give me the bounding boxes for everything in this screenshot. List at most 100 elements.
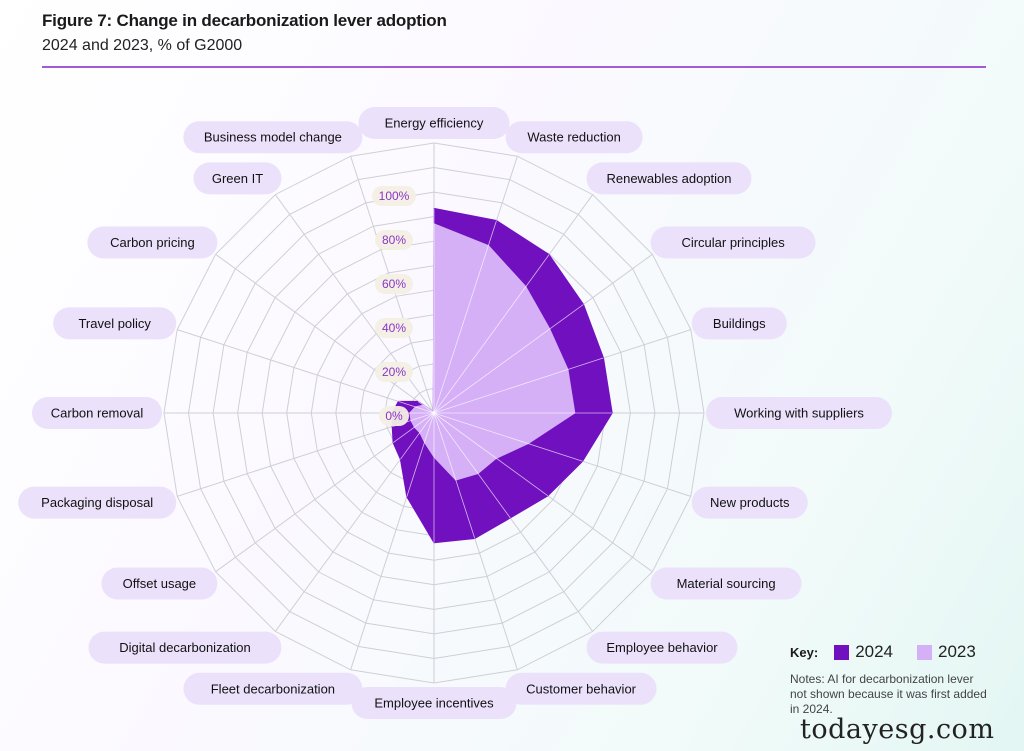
legend-label-2023: 2023 [938, 642, 976, 661]
overlay-spoke [433, 412, 583, 462]
lever-text: Offset usage [123, 576, 196, 591]
lever-pill [358, 107, 510, 139]
lever-label-fleet-decarbonization: Fleet decarbonization [183, 672, 363, 705]
lever-label-carbon-removal: Carbon removal [32, 397, 162, 429]
lever-label-carbon-pricing: Carbon pricing [87, 226, 218, 259]
overlay-spoke [432, 410, 435, 414]
lever-text: Energy efficiency [385, 116, 484, 131]
lever-label-working-with-suppliers: Working with suppliers [706, 397, 892, 429]
lever-text: Carbon removal [51, 406, 144, 421]
grid-spoke [215, 253, 435, 414]
overlay-spoke [433, 220, 497, 414]
lever-label-energy-efficiency: Energy efficiency [358, 107, 510, 139]
lever-text: Travel policy [78, 316, 151, 331]
chart-title: Figure 7: Change in decarbonization leve… [42, 11, 447, 30]
tick-label-0: 0% [385, 409, 403, 423]
lever-text: Renewables adoption [606, 171, 731, 186]
tick-pill [375, 362, 413, 382]
category-labels: Energy efficiency Waste reduction Renewabl… [18, 107, 892, 719]
overlay-spoke [433, 412, 511, 519]
overlay-spoke [433, 412, 549, 497]
lever-label-new-products: New products [691, 486, 808, 519]
lever-text: Carbon pricing [110, 235, 195, 250]
tick-label-20: 20% [382, 365, 406, 379]
lever-pill [87, 226, 218, 259]
lever-text: New products [710, 495, 790, 510]
lever-text: Buildings [713, 316, 766, 331]
lever-pill [183, 672, 363, 705]
overlay-spoke [433, 357, 604, 414]
legend-swatch-2023 [917, 644, 933, 660]
lever-label-packaging-disposal: Packaging disposal [18, 486, 177, 519]
lever-label-digital-decarbonization: Digital decarbonization [88, 631, 282, 664]
lever-label-circular-principles: Circular principles [650, 226, 816, 259]
tick-pill [375, 318, 413, 338]
overlay-spoke [400, 412, 435, 460]
lever-pill [505, 672, 657, 705]
lever-text: Employee behavior [606, 640, 718, 655]
lever-pill [53, 307, 177, 340]
watermark: todayesg.com [800, 714, 995, 745]
lever-text: Packaging disposal [41, 495, 153, 510]
legend: Key: 2024 2023 [790, 642, 994, 662]
lever-text: Material sourcing [677, 576, 776, 591]
lever-pill [691, 307, 787, 340]
lever-text: Digital decarbonization [119, 640, 251, 655]
grid-spoke [274, 194, 435, 414]
tick-pill [375, 274, 413, 294]
tick-pill [372, 186, 416, 206]
tick-pill [379, 406, 409, 426]
chart-notes: Notes: AI for decarbonization lever not … [790, 672, 987, 716]
tick-label-40: 40% [382, 321, 406, 335]
lever-label-green-it: Green IT [193, 162, 282, 195]
grid-spoke [177, 329, 435, 414]
lever-pill [18, 486, 177, 519]
tick-pill [375, 230, 413, 250]
lever-text: Green IT [212, 171, 263, 186]
lever-label-business-model-change: Business model change [183, 121, 363, 154]
lever-pill [505, 121, 643, 154]
overlay-spoke [398, 401, 435, 414]
lever-text: Employee incentives [374, 696, 494, 711]
overlay-spoke [406, 412, 435, 497]
lever-pill [650, 226, 816, 259]
legend-title: Key: [790, 644, 819, 660]
overlay-spoke [433, 254, 550, 414]
lever-text: Business model change [204, 130, 342, 145]
lever-text: Working with suppliers [734, 406, 864, 421]
lever-pill [706, 397, 892, 429]
lever-text: Waste reduction [527, 130, 620, 145]
tick-label-100: 100% [379, 189, 410, 203]
legend-label-2024: 2024 [855, 642, 894, 661]
lever-text: Customer behavior [526, 681, 636, 696]
lever-label-buildings: Buildings [691, 307, 787, 340]
overlay-spokes [392, 208, 613, 543]
lever-label-material-sourcing: Material sourcing [650, 567, 802, 600]
overlay-spoke [392, 412, 435, 444]
overlay-spoke [417, 401, 435, 414]
lever-pill [650, 567, 802, 600]
lever-pill [88, 631, 282, 664]
lever-pill [193, 162, 282, 195]
lever-label-customer-behavior: Customer behavior [505, 672, 657, 705]
lever-label-employee-behavior: Employee behavior [586, 631, 738, 664]
lever-pill [586, 162, 752, 195]
chart-subtitle: 2024 and 2023, % of G2000 [42, 37, 243, 54]
lever-pill [691, 486, 808, 519]
title-divider [42, 66, 986, 68]
grid-spoke [177, 412, 435, 497]
lever-pill [101, 567, 218, 600]
lever-label-waste-reduction: Waste reduction [505, 121, 643, 154]
lever-label-offset-usage: Offset usage [101, 567, 218, 600]
lever-pill [586, 631, 738, 664]
tick-label-60: 60% [382, 277, 406, 291]
overlay-spoke [433, 304, 584, 414]
lever-text: Fleet decarbonization [211, 681, 335, 696]
radial-ticks: 100% 80% 60% 40% 20% 0% [372, 186, 416, 426]
lever-pill [351, 687, 517, 719]
legend-swatch-2024 [834, 644, 850, 660]
lever-pill [183, 121, 363, 154]
lever-text: Circular principles [681, 235, 785, 250]
lever-label-renewables-adoption: Renewables adoption [586, 162, 752, 195]
